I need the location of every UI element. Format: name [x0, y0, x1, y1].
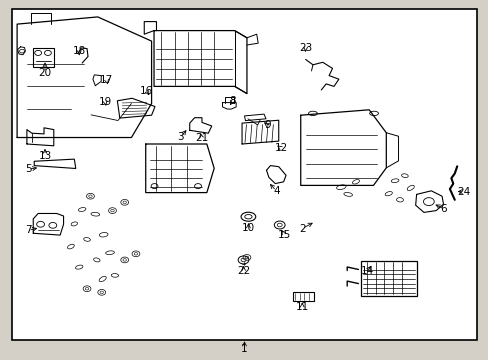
Text: 8: 8 [228, 96, 235, 106]
Text: 15: 15 [277, 230, 291, 240]
Text: 7: 7 [25, 225, 32, 235]
Text: 2: 2 [298, 224, 305, 234]
Text: 4: 4 [272, 186, 279, 196]
Text: 1: 1 [241, 344, 247, 354]
Text: 19: 19 [98, 96, 112, 107]
Text: 12: 12 [274, 143, 287, 153]
Text: 10: 10 [242, 222, 254, 233]
Bar [33, 48, 54, 67]
Text: 18: 18 [72, 46, 86, 56]
Text: 6: 6 [440, 204, 447, 214]
Bar [293, 292, 313, 301]
Text: 21: 21 [194, 132, 208, 143]
Text: 5: 5 [25, 164, 32, 174]
Text: 22: 22 [236, 266, 250, 276]
Text: 17: 17 [100, 75, 113, 85]
Text: 20: 20 [39, 68, 51, 78]
Text: 16: 16 [140, 86, 153, 96]
Text: 24: 24 [456, 186, 469, 197]
Text: 3: 3 [177, 132, 184, 142]
Text: 23: 23 [298, 42, 312, 53]
Text: 14: 14 [360, 266, 374, 276]
Text: 11: 11 [295, 302, 308, 312]
Text: 13: 13 [38, 150, 52, 161]
Bar [360, 261, 416, 296]
Text: 9: 9 [264, 120, 271, 130]
